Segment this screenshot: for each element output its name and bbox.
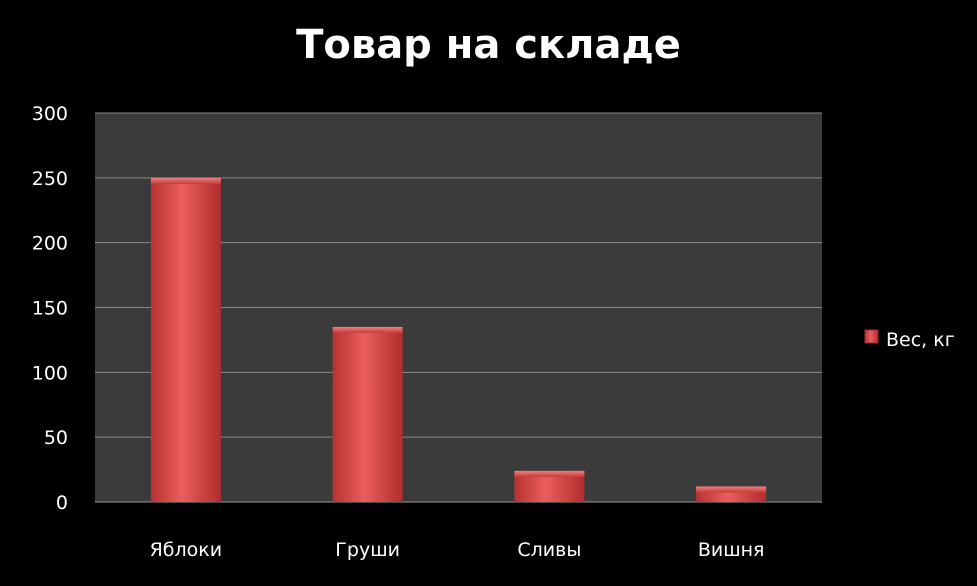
y-tick-label: 200 [32,233,68,255]
x-tick-label: Груши [335,539,400,561]
legend: Вес, кг [864,329,955,351]
bar-top [332,326,403,333]
x-tick-label: Вишня [698,539,765,561]
bar [332,326,403,502]
bar-top [150,177,221,184]
y-tick-label: 150 [32,298,68,320]
x-tick-label: Сливы [517,539,581,561]
bar [150,177,221,503]
y-tick-label: 250 [32,168,68,190]
x-tick-label: Яблоки [150,539,223,561]
bar-top [696,486,767,493]
legend-swatch [864,329,879,344]
y-tick-label: 100 [32,362,68,384]
y-tick-label: 300 [32,103,68,125]
y-tick-label: 0 [56,492,68,514]
chart-title: Товар на складе [296,22,681,68]
bar-top [514,470,585,477]
legend-label: Вес, кг [886,329,955,351]
y-tick-label: 50 [44,427,68,449]
